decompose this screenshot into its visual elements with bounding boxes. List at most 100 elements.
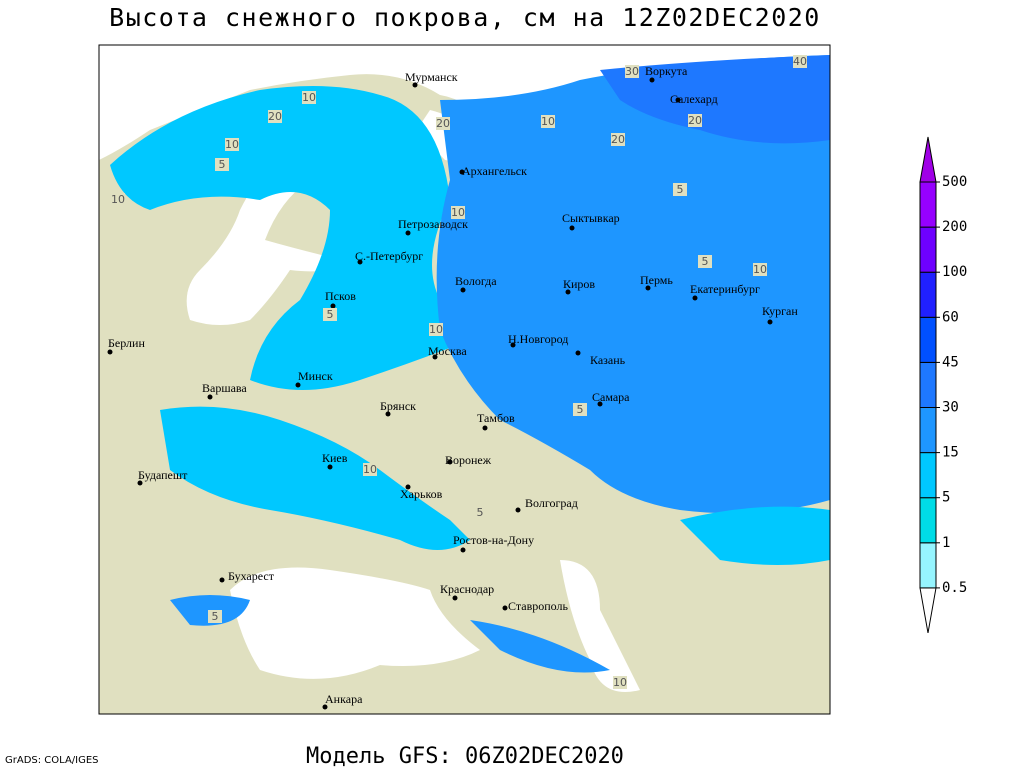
colorbar-label: 15 — [942, 445, 959, 461]
city-label: Архангельск — [462, 164, 527, 178]
contour-label: 5 — [702, 255, 709, 268]
colorbar-high — [919, 136, 937, 183]
city-dot — [502, 605, 508, 611]
colorbar-label: 500 — [942, 174, 967, 190]
contour-label: 20 — [688, 114, 702, 127]
city-label: Бухарест — [228, 569, 275, 583]
city-dot — [675, 97, 681, 103]
contour-label-bg — [436, 117, 450, 130]
city-label: Мурманск — [405, 70, 458, 84]
colorbar-box — [919, 271, 937, 318]
contour-label-bg — [111, 193, 125, 206]
colorbar-box — [919, 497, 937, 544]
city-label: Салехард — [670, 92, 718, 106]
colorbar-box — [919, 542, 937, 589]
city-label: Екатеринбург — [690, 282, 760, 296]
contour-label-bg — [215, 158, 229, 171]
colorbar-label: 5 — [942, 490, 950, 506]
city-dot — [207, 394, 213, 400]
caspian-sea — [560, 560, 640, 692]
black-sea — [230, 567, 480, 679]
contour-label-bg — [573, 403, 587, 416]
contour-label: 5 — [677, 183, 684, 196]
contour-label-bg — [363, 463, 377, 476]
city-label: Москва — [428, 344, 467, 358]
city-dot — [692, 295, 698, 301]
city-label: Анкара — [325, 692, 363, 706]
contour-label: 5 — [212, 610, 219, 623]
city-label: С.-Петербург — [355, 249, 423, 263]
credit: GrADS: COLA/IGES — [5, 755, 99, 766]
city-dot — [597, 401, 603, 407]
contour-label-bg — [753, 263, 767, 276]
city-dot — [107, 349, 113, 355]
city-label: Петрозаводск — [398, 217, 468, 231]
city-dot — [515, 507, 521, 513]
city-dot — [565, 289, 571, 295]
snow-5-15 — [110, 86, 470, 390]
contour-label-bg — [208, 610, 222, 623]
city-dot — [460, 287, 466, 293]
contour-label: 10 — [363, 463, 377, 476]
city-label: Киров — [563, 277, 595, 291]
colorbar-box — [919, 181, 937, 228]
contour-label: 10 — [225, 138, 239, 151]
contour-label: 10 — [451, 206, 465, 219]
city-label: Тамбов — [477, 411, 515, 425]
city-label: Воркута — [645, 64, 688, 78]
snow-west — [160, 406, 470, 550]
city-label: Сыктывкар — [562, 211, 620, 225]
snow-mountains — [170, 595, 610, 673]
city-dot — [330, 303, 336, 309]
city-label: Ставрополь — [508, 599, 568, 613]
contour-label-bg — [698, 255, 712, 268]
snow-15-30 — [436, 55, 830, 514]
contour-label-bg — [625, 65, 639, 78]
city-dot — [447, 459, 453, 465]
contour-label-bg — [473, 506, 487, 519]
contour-label-bg — [673, 183, 687, 196]
city-dot — [322, 704, 328, 710]
contour-label-bg — [541, 115, 555, 128]
city-dot — [137, 480, 143, 486]
city-dot — [649, 77, 655, 83]
city-dot — [569, 225, 575, 231]
contour-label-bg — [451, 206, 465, 219]
city-label: Киев — [322, 451, 348, 465]
contour-label: 20 — [268, 110, 282, 123]
city-dot — [385, 411, 391, 417]
contour-label: 40 — [793, 55, 807, 68]
city-label: Самара — [592, 390, 630, 404]
city-dot — [452, 595, 458, 601]
city-label: Будапешт — [138, 468, 188, 482]
city-dot — [219, 577, 225, 583]
colorbar-label: 30 — [942, 400, 959, 416]
city-dot — [645, 285, 651, 291]
city-dot — [357, 259, 363, 265]
contour-label-bg — [429, 323, 443, 336]
contour-label: 10 — [302, 91, 316, 104]
city-dot — [510, 342, 516, 348]
city-label: Краснодар — [440, 582, 494, 596]
snow-east — [680, 506, 830, 565]
contour-label: 5 — [477, 506, 484, 519]
colorbar-label: 200 — [942, 219, 967, 235]
contour-label-bg — [613, 676, 627, 689]
colorbar-label: 45 — [942, 354, 959, 370]
colorbar-label: 0.5 — [942, 580, 967, 596]
city-label: Воронеж — [445, 453, 492, 467]
colorbar-box — [919, 452, 937, 499]
contour-label-bg — [323, 308, 337, 321]
city-dot — [405, 484, 411, 490]
contour-label-bg — [268, 110, 282, 123]
city-dot — [575, 350, 581, 356]
contour-label: 20 — [436, 117, 450, 130]
city-label: Харьков — [400, 487, 443, 501]
city-dot — [327, 464, 333, 470]
contour-label: 5 — [219, 158, 226, 171]
contour-label-bg — [225, 138, 239, 151]
city-dot — [405, 230, 411, 236]
city-label: Берлин — [108, 336, 145, 350]
contour-label: 5 — [327, 308, 334, 321]
